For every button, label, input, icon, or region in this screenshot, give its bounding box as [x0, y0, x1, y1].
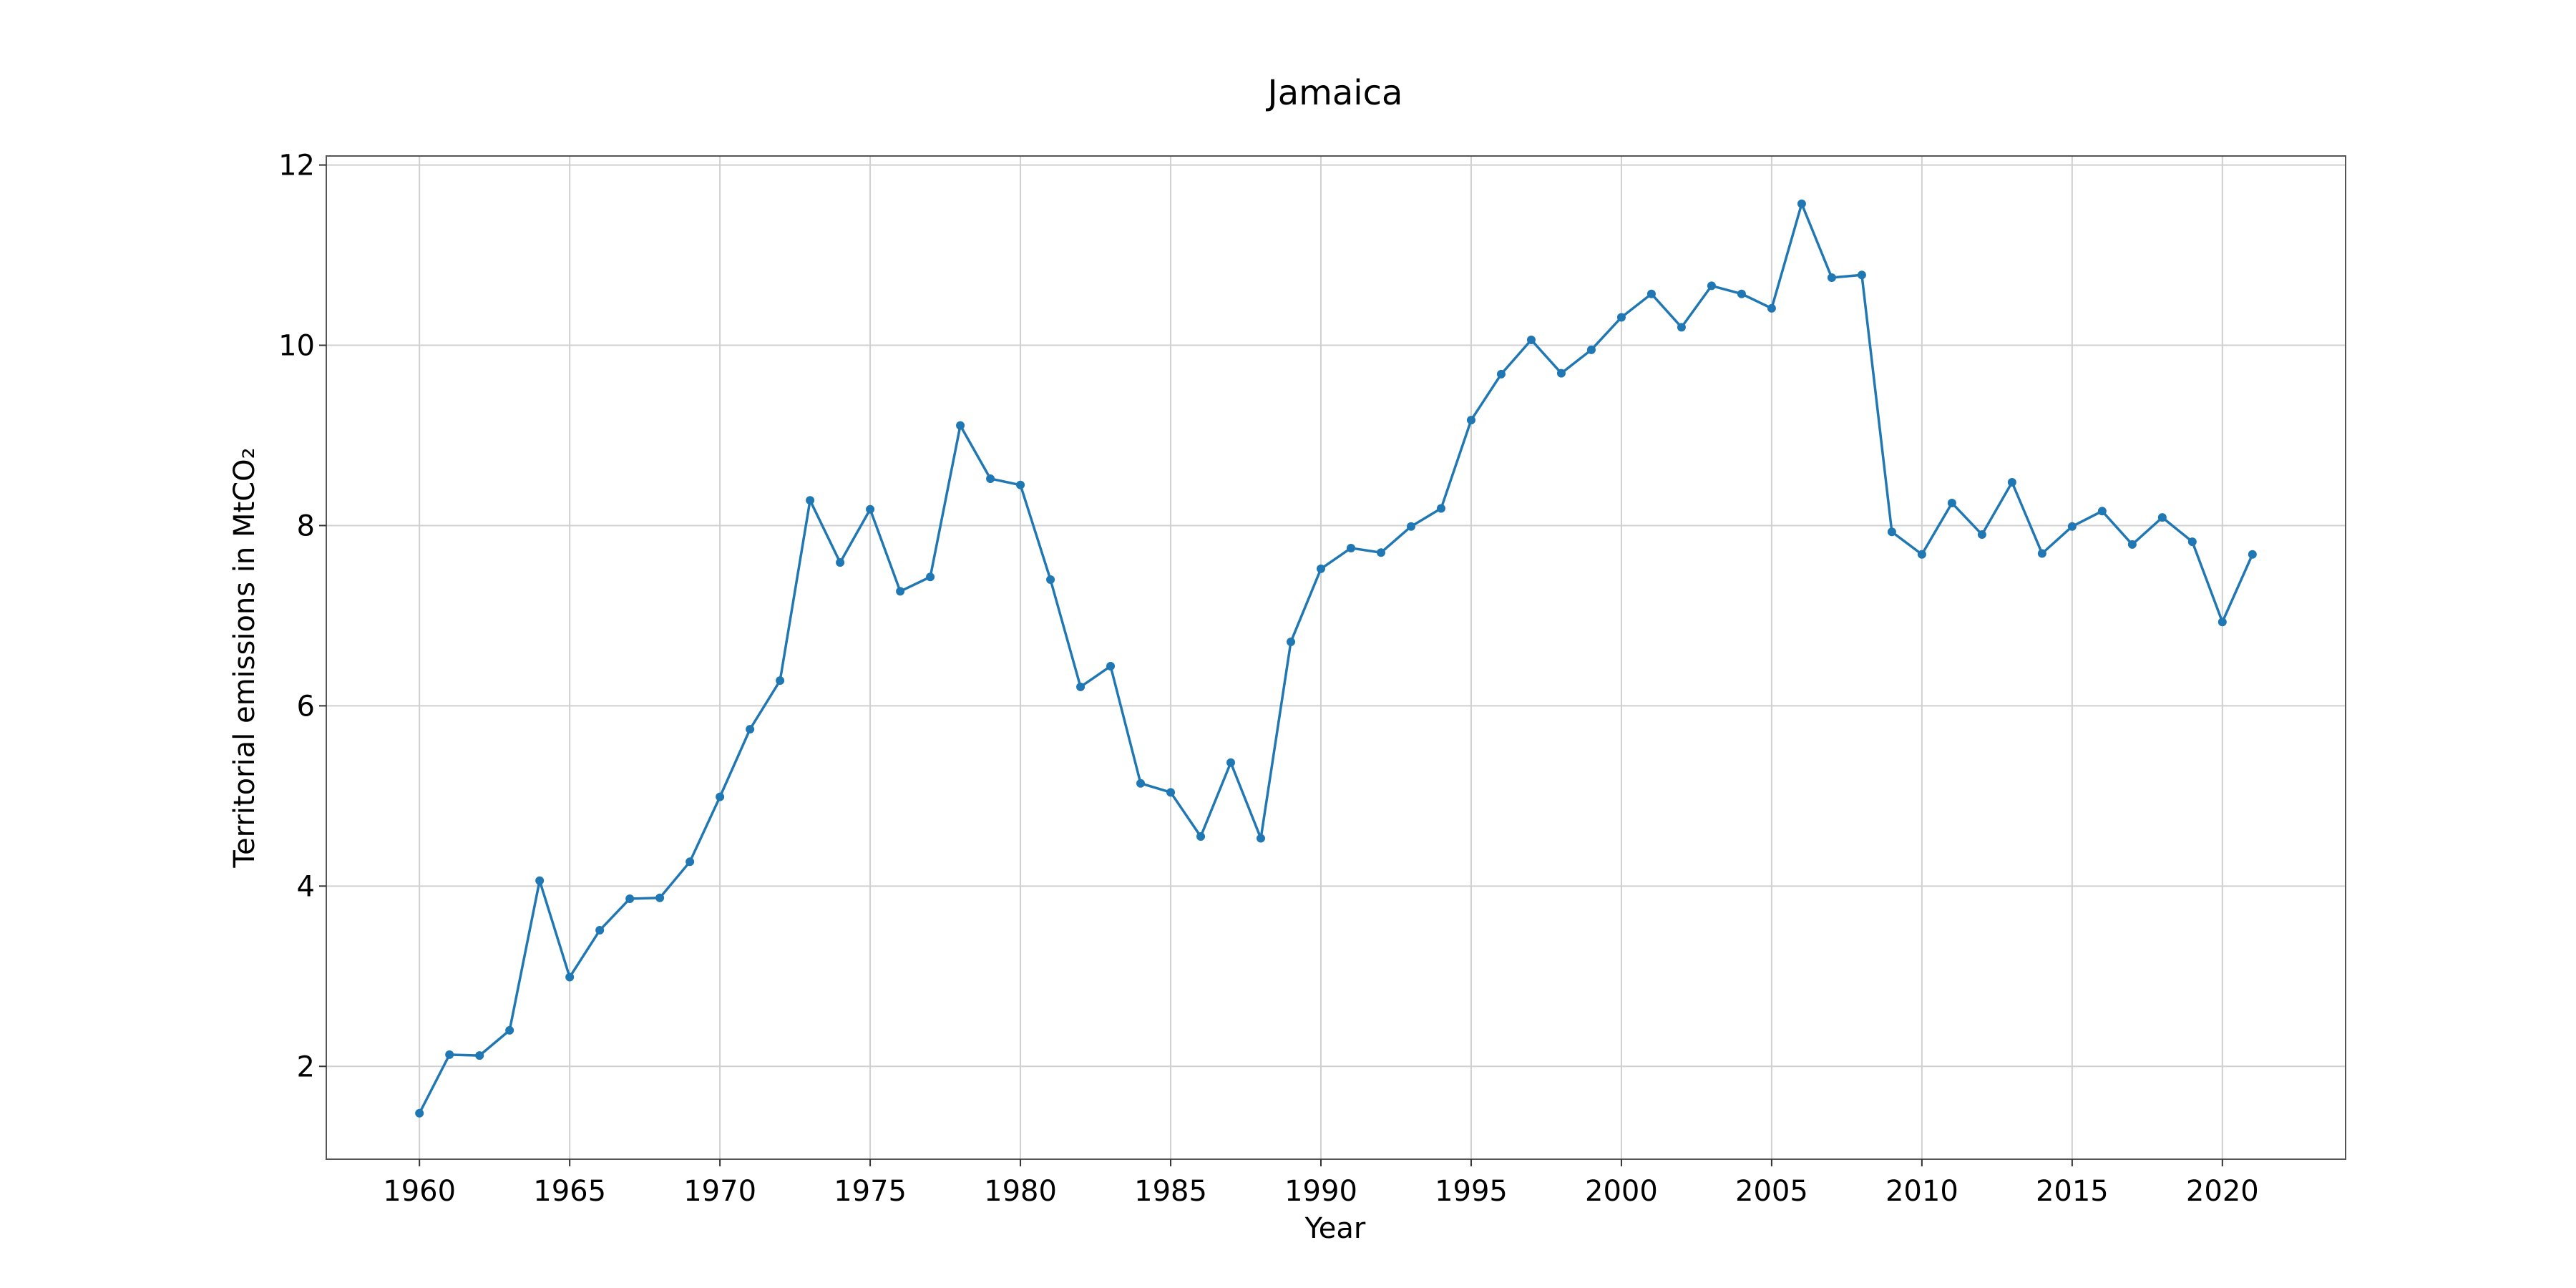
- series-0: [415, 199, 2257, 1118]
- x-tick-label: 2000: [1585, 1175, 1658, 1208]
- data-point: [896, 587, 905, 596]
- data-point: [686, 857, 695, 867]
- data-point: [2157, 513, 2167, 522]
- data-point: [1526, 335, 1536, 344]
- data-point: [1737, 289, 1746, 298]
- y-tick-label: 2: [297, 1050, 315, 1083]
- x-tick-label: 1965: [533, 1175, 606, 1208]
- data-point: [1646, 289, 1656, 298]
- data-point: [1287, 637, 1296, 646]
- x-tick-label: 1980: [984, 1175, 1057, 1208]
- x-tick-label: 1995: [1435, 1175, 1508, 1208]
- data-point: [565, 972, 575, 982]
- data-point: [1857, 270, 1866, 280]
- data-point: [986, 474, 995, 483]
- data-point: [1016, 480, 1025, 489]
- data-point: [806, 496, 815, 505]
- data-point: [1797, 199, 1806, 208]
- data-point: [2218, 618, 2227, 627]
- data-point: [1616, 313, 1626, 322]
- data-point: [956, 421, 965, 430]
- data-point: [1136, 779, 1146, 788]
- data-point: [1827, 273, 1836, 283]
- data-point: [1677, 323, 1686, 332]
- x-tick-label: 1970: [683, 1175, 756, 1208]
- y-tick-label: 4: [297, 870, 315, 903]
- data-point: [1046, 575, 1055, 585]
- data-point: [595, 926, 605, 935]
- data-point: [445, 1050, 454, 1059]
- data-point: [625, 894, 635, 903]
- data-point: [1556, 369, 1566, 378]
- data-point: [1707, 281, 1716, 291]
- data-point: [2097, 507, 2107, 516]
- data-point: [716, 792, 725, 801]
- data-point: [1196, 832, 1206, 841]
- y-tick-label: 12: [278, 150, 315, 182]
- data-point: [475, 1051, 484, 1060]
- data-point: [836, 558, 845, 567]
- grid: [326, 156, 2346, 1159]
- x-tick-label: 1975: [834, 1175, 907, 1208]
- series-line: [418, 203, 2254, 1114]
- x-axis-label: Year: [1304, 1212, 1366, 1245]
- data-point: [866, 504, 875, 514]
- x-tick-label: 2005: [1735, 1175, 1808, 1208]
- data-point: [1166, 788, 1176, 797]
- data-point: [2067, 522, 2077, 531]
- data-point: [1767, 303, 1776, 313]
- data-point: [1466, 416, 1475, 425]
- data-point: [2007, 478, 2016, 487]
- data-point: [1496, 369, 1506, 379]
- data-point: [1376, 548, 1385, 557]
- y-tick-label: 8: [297, 509, 315, 542]
- data-point: [1347, 543, 1355, 552]
- y-axis-label: Territorial emissions in MtCO₂: [228, 447, 261, 868]
- y-tick-label: 6: [297, 690, 315, 723]
- data-point: [1917, 550, 1926, 559]
- data-point: [2037, 549, 2046, 558]
- data-point: [655, 893, 665, 902]
- data-point: [2248, 550, 2257, 559]
- data-point: [505, 1025, 514, 1035]
- axis-ticks: 1960 1965 1970 1975 1980 1985 1990 1995 2000 2005…: [278, 150, 2259, 1208]
- data-point: [1106, 661, 1116, 670]
- data-point: [1226, 758, 1236, 767]
- data-point: [1076, 682, 1085, 691]
- x-tick-label: 1985: [1134, 1175, 1207, 1208]
- series-layer: [415, 199, 2257, 1118]
- data-point: [2127, 540, 2137, 549]
- plot-frame: [326, 155, 2346, 1160]
- x-tick-label: 1960: [383, 1175, 456, 1208]
- data-point: [776, 676, 785, 686]
- data-point: [1317, 564, 1325, 573]
- data-point: [1947, 498, 1956, 507]
- data-point: [2187, 537, 2197, 547]
- x-tick-label: 2020: [2186, 1175, 2259, 1208]
- data-point: [415, 1108, 424, 1118]
- data-point: [746, 725, 755, 734]
- data-point: [1887, 527, 1896, 537]
- data-point: [1436, 504, 1445, 513]
- x-tick-label: 1990: [1284, 1175, 1357, 1208]
- y-tick-label: 10: [278, 330, 315, 363]
- data-point: [926, 572, 935, 582]
- x-tick-label: 2015: [2036, 1175, 2109, 1208]
- data-point: [535, 876, 545, 885]
- chart-title: Jamaica: [1266, 73, 1403, 113]
- x-tick-label: 2010: [1885, 1175, 1958, 1208]
- data-point: [1406, 522, 1415, 531]
- data-point: [1257, 834, 1266, 843]
- data-point: [1586, 345, 1596, 354]
- data-point: [1977, 530, 1986, 540]
